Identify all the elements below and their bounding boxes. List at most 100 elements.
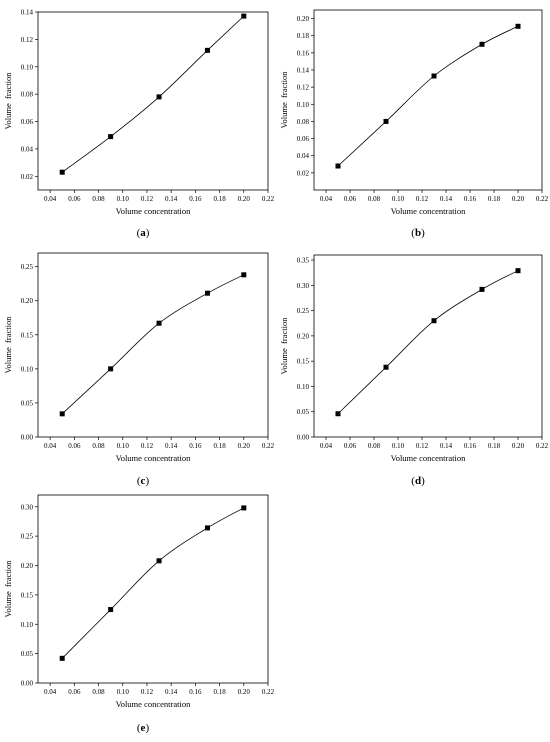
- x-tick-label: 0.06: [68, 442, 81, 450]
- y-tick-label: 0.05: [21, 399, 34, 407]
- x-tick-label: 0.08: [368, 195, 381, 203]
- x-tick-label: 0.04: [320, 442, 333, 450]
- series-line: [61, 507, 244, 659]
- y-tick-label: 0.25: [297, 307, 310, 315]
- x-tick-label: 0.06: [68, 688, 81, 696]
- x-tick-label: 0.16: [189, 688, 202, 696]
- x-tick-label: 0.22: [536, 195, 549, 203]
- x-tick-label: 0.16: [464, 442, 477, 450]
- data-point: [335, 411, 341, 417]
- x-tick-label: 0.12: [141, 688, 154, 696]
- y-tick-label: 0.06: [297, 135, 310, 143]
- x-tick-label: 0.20: [512, 195, 525, 203]
- data-point: [479, 286, 485, 292]
- y-tick-label: 0.02: [297, 169, 310, 177]
- x-axis-title: Volume concentration: [391, 453, 466, 463]
- x-tick-label: 0.10: [117, 442, 130, 450]
- y-tick-label: 0.20: [21, 562, 34, 570]
- data-point: [108, 366, 114, 372]
- y-tick-label: 0.15: [21, 591, 34, 599]
- chart-panel-2: 0.04 0.06 0.08 0.10 0.12 0.14 0.16 0.18 0.20 0.22…: [279, 9, 549, 239]
- data-point: [108, 134, 114, 140]
- y-tick-label: 0.18: [297, 32, 310, 40]
- data-point: [59, 411, 65, 417]
- data-point: [515, 23, 521, 29]
- x-tick-label: 0.10: [117, 688, 130, 696]
- x-tick-label: 0.04: [320, 195, 333, 203]
- data-point: [59, 655, 65, 661]
- chart-panel-1: 0.04 0.06 0.08 0.10 0.12 0.14 0.16 0.18 0.20 0.22…: [3, 9, 275, 240]
- x-tick-label: 0.16: [189, 195, 202, 203]
- data-point: [156, 94, 162, 100]
- panel-label: (e): [137, 722, 150, 734]
- x-tick-label: 0.14: [165, 195, 178, 203]
- y-tick-label: 0.25: [21, 263, 34, 271]
- plot-frame: [313, 9, 543, 191]
- x-tick-label: 0.12: [416, 195, 429, 203]
- y-tick-label: 0.10: [21, 621, 34, 629]
- y-tick-label: 0.10: [21, 63, 34, 71]
- x-tick-label: 0.22: [536, 442, 549, 450]
- y-tick-label: 0.14: [297, 67, 310, 75]
- y-tick-label: 0.00: [21, 434, 34, 442]
- data-point: [431, 73, 437, 79]
- chart-panel-3: 0.04 0.06 0.08 0.10 0.12 0.14 0.16 0.18 0.20 0.22…: [3, 252, 275, 487]
- x-tick-label: 0.14: [165, 442, 178, 450]
- x-tick-label: 0.06: [68, 195, 81, 203]
- chart-panel-4: 0.04 0.06 0.08 0.10 0.12 0.14 0.16 0.18 0.20 0.22…: [279, 254, 549, 487]
- x-tick-label: 0.12: [141, 442, 154, 450]
- data-point: [479, 41, 485, 47]
- x-tick-label: 0.20: [238, 442, 251, 450]
- x-tick-label: 0.12: [416, 442, 429, 450]
- x-tick-label: 0.04: [44, 688, 57, 696]
- plot-frame: [313, 254, 543, 438]
- plot-frame: [37, 252, 269, 438]
- data-point: [431, 318, 437, 324]
- data-point: [241, 272, 247, 278]
- data-point: [335, 163, 341, 169]
- x-axis-title: Volume concentration: [116, 699, 191, 709]
- x-tick-label: 0.10: [117, 195, 130, 203]
- plot-frame: [37, 11, 269, 191]
- y-tick-label: 0.04: [297, 152, 310, 160]
- y-tick-label: 0.10: [21, 365, 34, 373]
- x-tick-label: 0.18: [213, 195, 226, 203]
- y-tick-label: 0.30: [297, 282, 310, 290]
- x-tick-label: 0.04: [44, 442, 57, 450]
- y-axis-title: Volume fraction: [279, 71, 289, 129]
- y-tick-label: 0.00: [21, 680, 34, 688]
- x-axis-title: Volume concentration: [391, 206, 466, 216]
- data-point: [59, 169, 65, 175]
- y-tick-label: 0.08: [21, 91, 34, 99]
- y-tick-label: 0.25: [21, 533, 34, 541]
- data-point: [515, 268, 521, 274]
- data-point: [204, 47, 210, 53]
- y-tick-label: 0.15: [21, 331, 34, 339]
- x-tick-label: 0.16: [189, 442, 202, 450]
- y-tick-label: 0.20: [21, 297, 34, 305]
- x-tick-label: 0.18: [488, 195, 501, 203]
- data-point: [108, 607, 114, 613]
- y-tick-label: 0.16: [297, 49, 310, 57]
- x-tick-label: 0.20: [512, 442, 525, 450]
- y-tick-label: 0.14: [21, 9, 34, 17]
- y-tick-label: 0.30: [21, 503, 34, 511]
- panel-label: (c): [137, 475, 150, 487]
- panel-label: (a): [137, 227, 150, 239]
- y-tick-label: 0.04: [21, 145, 34, 153]
- data-point: [241, 13, 247, 19]
- x-tick-label: 0.14: [440, 442, 453, 450]
- x-tick-label: 0.10: [392, 442, 405, 450]
- x-tick-label: 0.10: [392, 195, 405, 203]
- y-tick-label: 0.20: [297, 15, 310, 23]
- panel-label: (b): [411, 227, 425, 239]
- x-tick-label: 0.14: [165, 688, 178, 696]
- x-tick-label: 0.08: [92, 442, 105, 450]
- x-tick-label: 0.22: [262, 688, 275, 696]
- y-axis-title: Volume fraction: [3, 72, 13, 130]
- series-line: [61, 15, 245, 173]
- x-tick-label: 0.18: [213, 442, 226, 450]
- x-tick-label: 0.16: [464, 195, 477, 203]
- series-line: [337, 25, 519, 167]
